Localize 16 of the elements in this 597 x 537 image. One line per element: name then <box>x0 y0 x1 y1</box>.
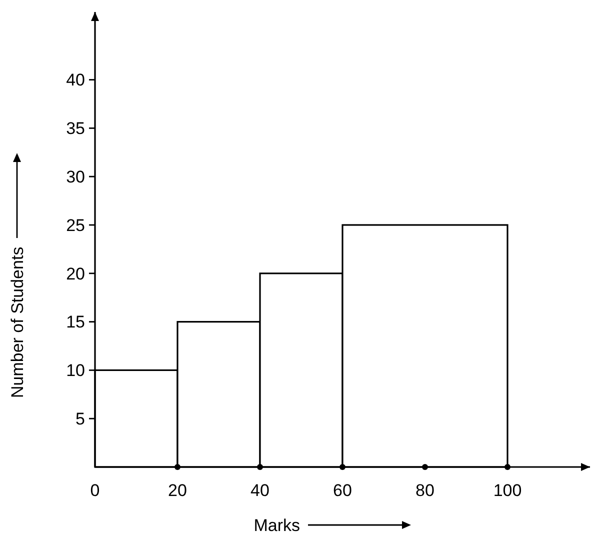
y-tick-label: 5 <box>76 410 85 429</box>
x-tick-label: 20 <box>168 481 187 500</box>
y-tick-label: 35 <box>66 119 85 138</box>
y-tick-label: 10 <box>66 361 85 380</box>
y-tick-label: 30 <box>66 168 85 187</box>
y-tick-label: 40 <box>66 70 85 90</box>
x-tick-label: 100 <box>493 481 522 500</box>
x-tick-label: 40 <box>250 481 270 500</box>
x-tick-label: 0 <box>90 481 100 500</box>
y-axis-title: Number of Students <box>8 246 27 398</box>
x-tick-label: 60 <box>333 481 352 500</box>
x-axis-title: Marks <box>254 516 300 535</box>
x-tick-label: 80 <box>416 481 434 500</box>
y-tick-label: 25 <box>66 216 85 235</box>
y-tick-label: 20 <box>66 264 85 284</box>
y-tick-label: 15 <box>66 312 85 332</box>
